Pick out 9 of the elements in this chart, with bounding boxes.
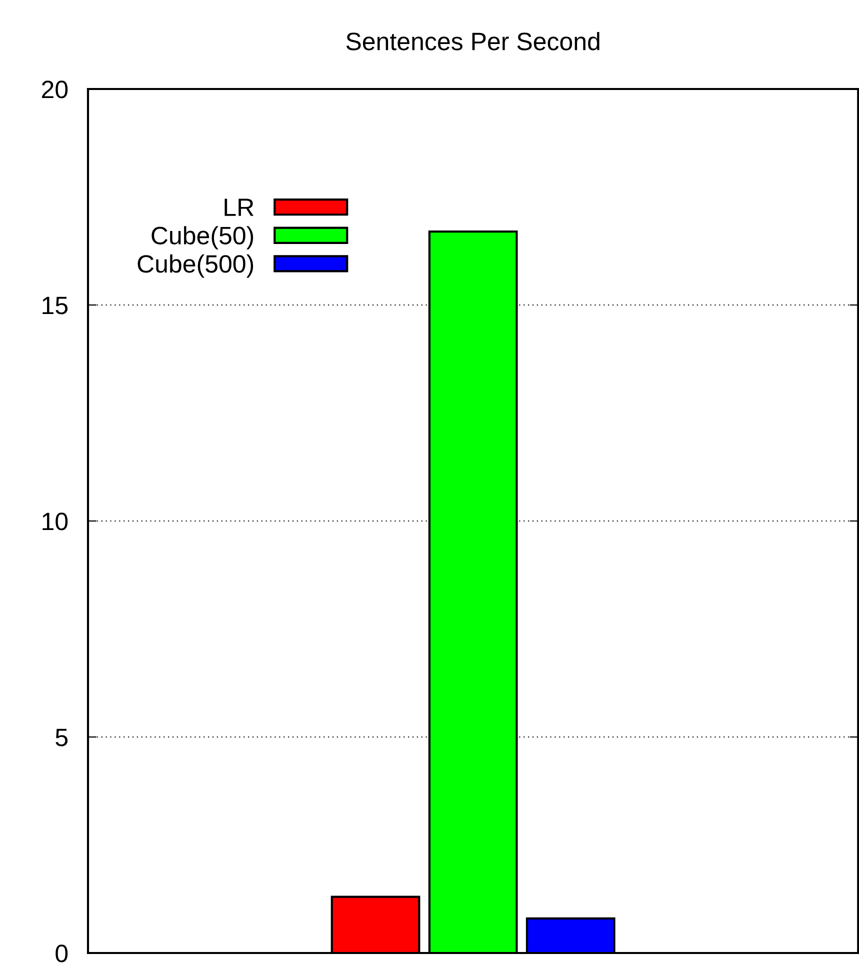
y-tick-label: 10 [42,512,68,530]
chart-title: Sentences Per Second [346,32,600,50]
y-tick-label: 0 [56,944,68,962]
legend-label: LR [224,198,254,216]
y-tick-label: 5 [56,728,68,746]
legend-label: Cube(50) [152,226,254,250]
y-tick-label: 15 [42,296,68,314]
legend-label: Cube(500) [138,254,254,278]
y-tick-label: 20 [42,80,68,98]
